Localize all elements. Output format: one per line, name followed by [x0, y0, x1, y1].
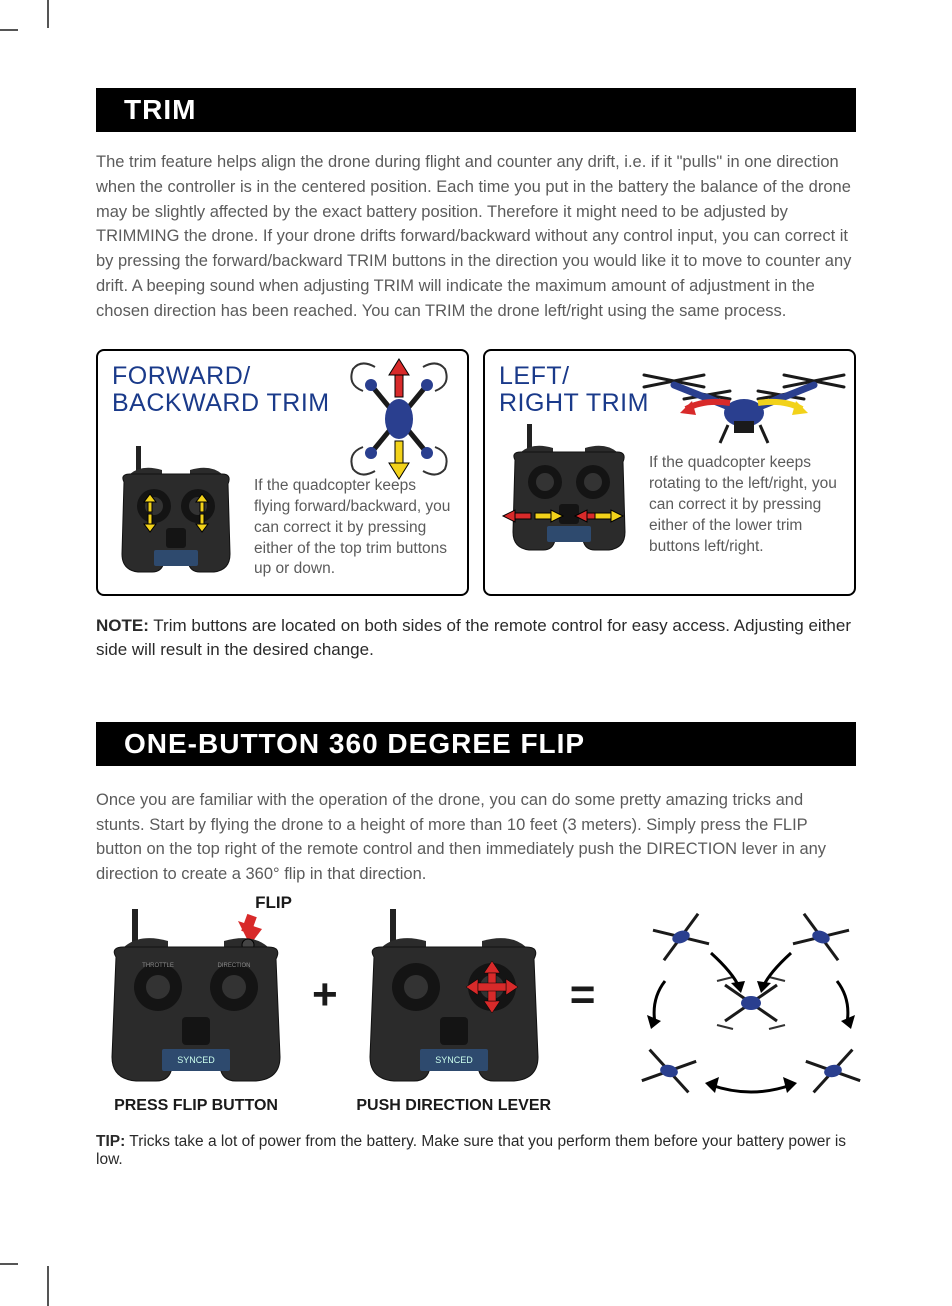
svg-text:SYNCED: SYNCED [177, 1055, 215, 1065]
flip-label: FLIP [255, 893, 292, 913]
flip-caption-press: PRESS FLIP BUTTON [114, 1097, 278, 1115]
trim-box-left-right: LEFT/ RIGHT TRIM [483, 349, 856, 596]
plus-operator: + [308, 970, 342, 1020]
crop-mark [47, 0, 49, 28]
flip-body-text: Once you are familiar with the operation… [96, 788, 856, 887]
svg-text:THROTTLE: THROTTLE [142, 963, 174, 969]
crop-mark [0, 1263, 18, 1265]
crop-mark [47, 1266, 49, 1306]
flip-tip: TIP: Tricks take a lot of power from the… [96, 1133, 856, 1169]
drone-fb-icon [341, 355, 457, 491]
trim-body-text: The trim feature helps align the drone d… [96, 150, 856, 323]
flip-caption-push: PUSH DIRECTION LEVER [356, 1097, 551, 1115]
note-label: NOTE: [96, 616, 149, 635]
svg-text:SYNCED: SYNCED [435, 1055, 473, 1065]
flip-cell-result [611, 903, 891, 1113]
flip-cell-press: FLIP SYNCED THROTTLE DIRECTION [96, 901, 296, 1115]
crop-mark [0, 29, 18, 31]
trim-box-forward-backward: FORWARD/ BACKWARD TRIM [96, 349, 469, 596]
section-heading-trim: TRIM [96, 88, 856, 132]
tip-text: Tricks take a lot of power from the batt… [96, 1133, 846, 1168]
drone-flip-sequence-icon [611, 903, 891, 1113]
equals-operator: = [566, 970, 600, 1020]
controller-flip-push-icon: SYNCED [354, 901, 554, 1091]
drone-lr-icon [634, 357, 854, 453]
note-text: Trim buttons are located on both sides o… [96, 616, 851, 659]
controller-lr-icon [499, 422, 639, 558]
flip-cell-push: SYNCED PUSH DIRECTION LEVER [354, 901, 554, 1115]
trim-box-caption: If the quadcopter keeps flying forward/b… [254, 476, 453, 581]
manual-page: TRIM The trim feature helps align the dr… [0, 0, 952, 1294]
tip-label: TIP: [96, 1133, 125, 1150]
section-heading-flip: ONE-BUTTON 360 DEGREE FLIP [96, 722, 856, 766]
trim-boxes-row: FORWARD/ BACKWARD TRIM [96, 349, 856, 596]
svg-text:DIRECTION: DIRECTION [218, 963, 251, 969]
trim-note: NOTE: Trim buttons are located on both s… [96, 614, 856, 662]
controller-flip-press-icon: SYNCED THROTTLE DIRECTION [96, 901, 296, 1091]
flip-diagram-row: FLIP SYNCED THROTTLE DIRECTION [96, 901, 856, 1115]
controller-fb-icon [112, 444, 240, 580]
trim-box-caption: If the quadcopter keeps rotating to the … [649, 453, 840, 558]
